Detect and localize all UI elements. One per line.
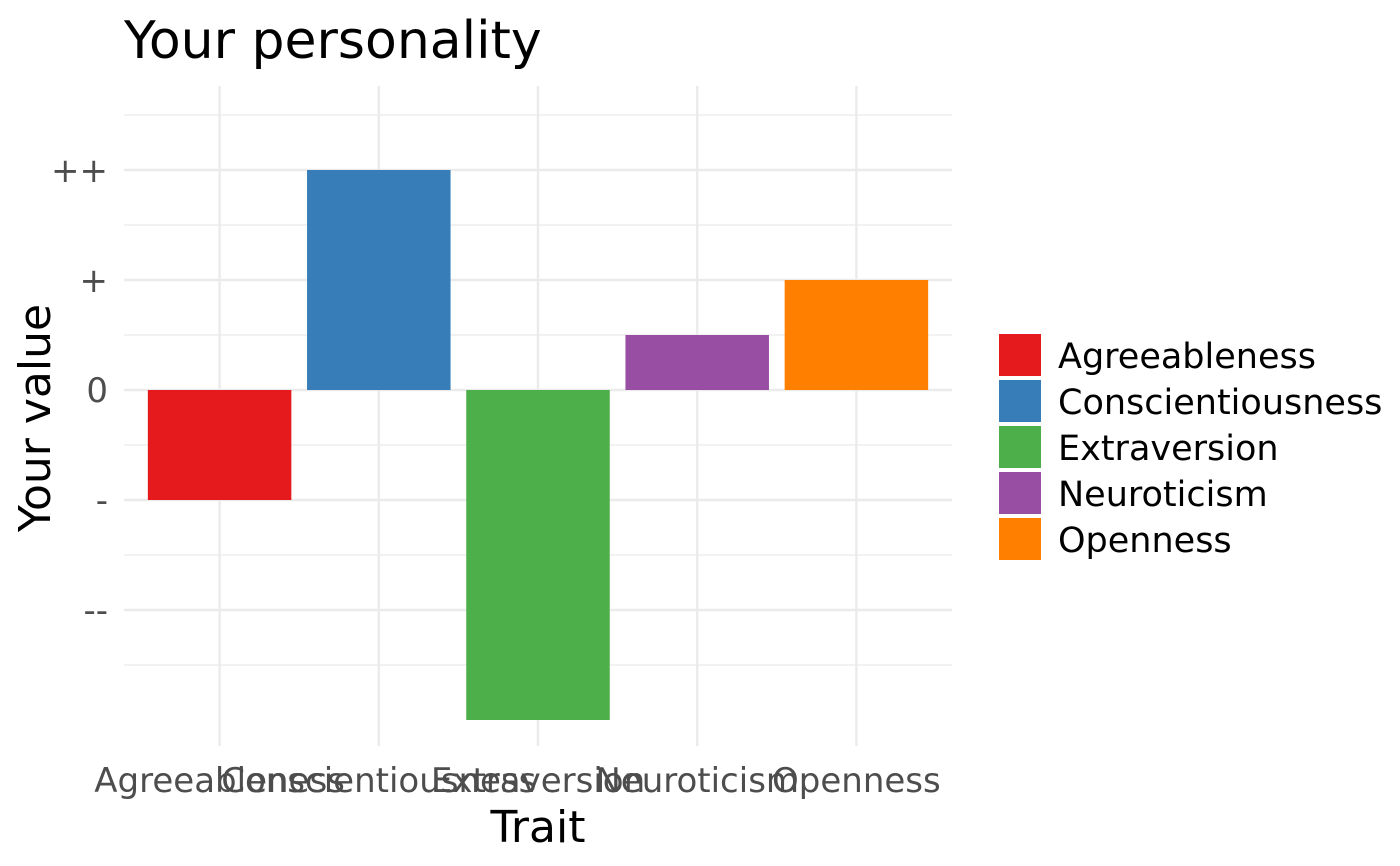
legend-key-neuroticism <box>999 472 1041 514</box>
x-tick-label: Neuroticism <box>595 761 799 801</box>
legend-label: Openness <box>1058 521 1232 561</box>
bar-neuroticism <box>625 335 769 390</box>
legend-key-openness <box>999 518 1041 560</box>
legend-key-agreeableness <box>999 334 1041 376</box>
bar-extraversion <box>466 390 610 720</box>
y-tick-label: -- <box>83 591 108 631</box>
legend-label: Agreeableness <box>1058 337 1316 377</box>
y-tick-label: 0 <box>86 371 108 411</box>
bar-agreeableness <box>147 390 292 500</box>
chart-title: Your personality <box>123 11 542 71</box>
x-tick-label: Openness <box>772 761 941 801</box>
bar-conscientiousness <box>307 170 451 390</box>
bars <box>147 170 929 720</box>
legend-key-extraversion <box>999 426 1041 468</box>
y-axis-title: Your value <box>10 304 61 533</box>
y-tick-label: - <box>96 481 108 521</box>
legend-key-conscientiousness <box>999 380 1041 422</box>
x-tick-label: Extraversion <box>431 761 645 801</box>
y-axis-ticks: ---0+++ <box>51 151 108 631</box>
x-tick-label: Conscientiousness <box>221 761 536 801</box>
y-tick-label: ++ <box>51 151 108 191</box>
legend-label: Extraversion <box>1058 429 1279 469</box>
bar-openness <box>784 280 929 390</box>
y-tick-label: + <box>80 261 109 301</box>
legend: Agreeableness Conscientiousness Extraversi… <box>999 334 1382 561</box>
x-axis-ticks: AgreeablenessConscientiousnessExtraversi… <box>94 761 940 801</box>
legend-label: Conscientiousness <box>1058 383 1382 423</box>
x-axis-title: Trait <box>490 802 586 853</box>
x-tick-label: Agreeableness <box>94 761 345 801</box>
legend-label: Neuroticism <box>1058 475 1268 515</box>
